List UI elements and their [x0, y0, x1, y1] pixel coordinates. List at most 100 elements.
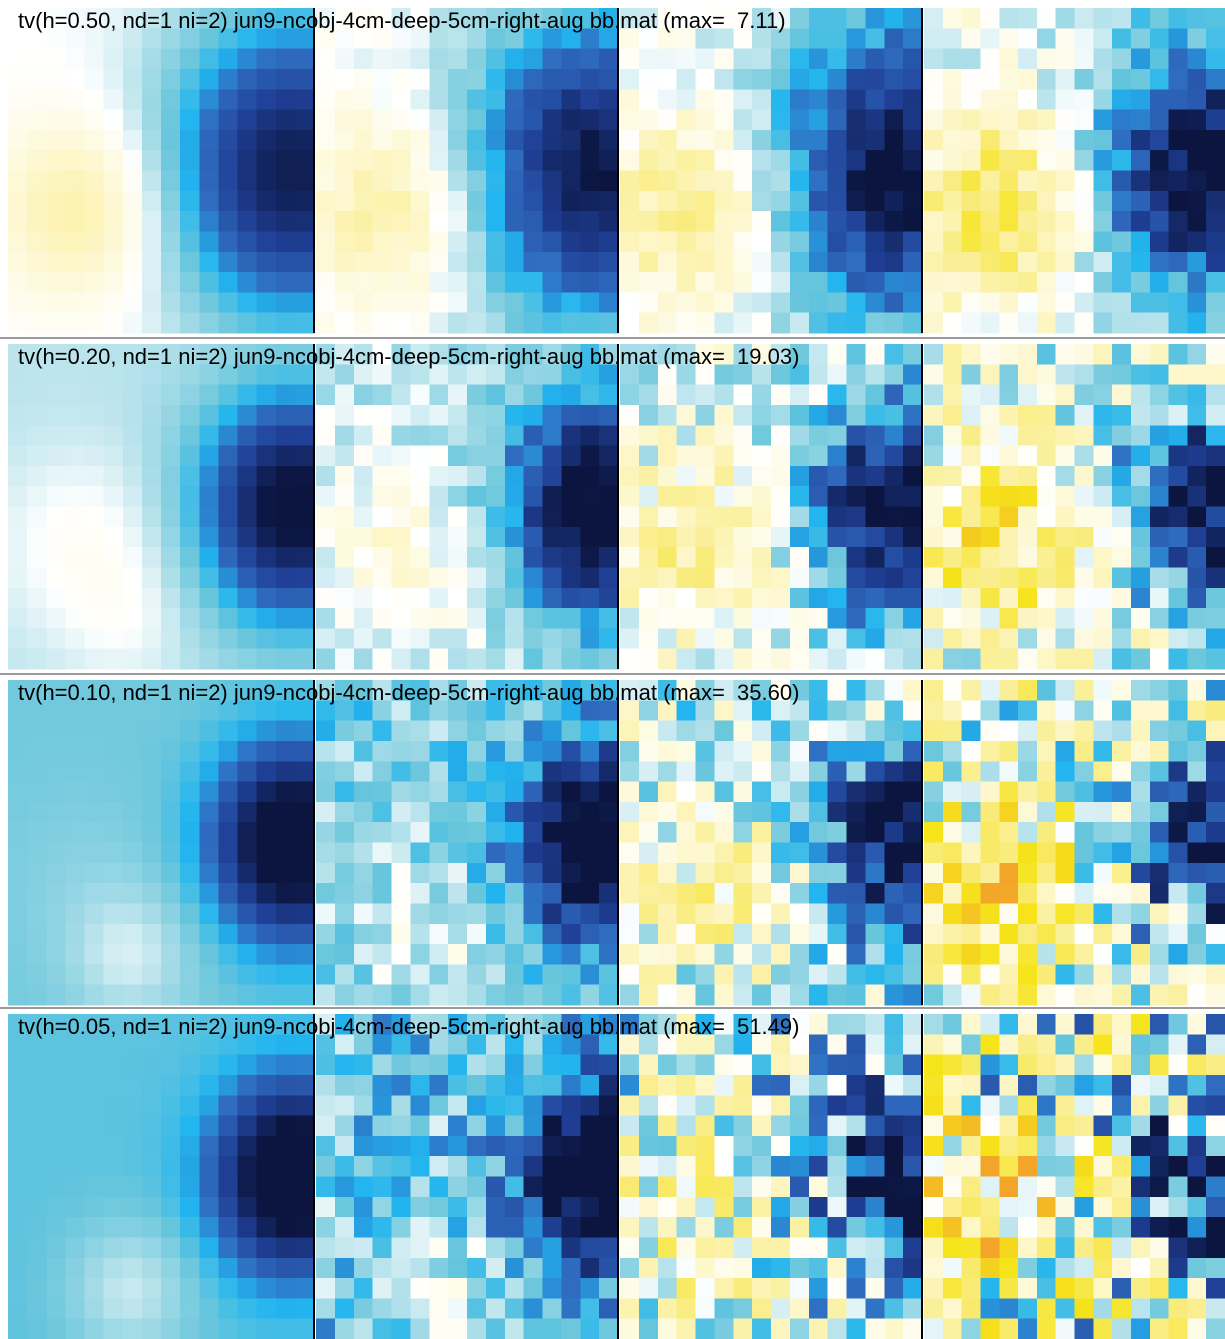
- pixel: [1018, 1278, 1037, 1299]
- pixel: [85, 130, 105, 151]
- pixel: [180, 883, 200, 904]
- pixel: [884, 313, 903, 334]
- pixel: [410, 1319, 429, 1339]
- pixel: [448, 721, 467, 742]
- pixel: [999, 364, 1018, 385]
- pixel: [924, 843, 943, 864]
- pixel: [543, 171, 562, 192]
- pixel: [295, 1237, 315, 1258]
- pixel: [962, 700, 981, 721]
- pixel: [943, 1197, 962, 1218]
- pixel: [8, 49, 28, 70]
- pixel: [1187, 28, 1206, 49]
- pixel: [962, 150, 981, 171]
- pixel: [980, 608, 999, 629]
- pixel: [999, 761, 1018, 782]
- pixel: [714, 527, 733, 548]
- pixel: [218, 466, 238, 487]
- pixel: [999, 89, 1018, 110]
- pixel: [123, 1258, 143, 1279]
- pixel: [142, 1136, 162, 1157]
- pixel: [142, 191, 162, 212]
- pixel: [467, 588, 486, 609]
- pixel: [714, 49, 733, 70]
- pixel: [180, 211, 200, 232]
- pixel: [620, 964, 639, 985]
- pixel: [696, 49, 715, 70]
- pixel: [238, 547, 258, 568]
- pixel: [658, 313, 677, 334]
- pixel: [161, 588, 181, 609]
- pixel: [903, 69, 922, 90]
- pixel: [1187, 446, 1206, 467]
- pixel: [1112, 1116, 1131, 1137]
- pixel: [27, 1258, 47, 1279]
- pixel: [790, 1319, 809, 1339]
- pixel: [123, 110, 143, 131]
- pixel: [962, 883, 981, 904]
- pixel: [199, 924, 219, 945]
- pixel: [620, 944, 639, 965]
- pixel: [1093, 680, 1112, 701]
- pixel: [752, 1258, 771, 1279]
- pixel: [276, 171, 296, 192]
- pixel: [354, 1177, 373, 1198]
- pixel: [410, 89, 429, 110]
- pixel: [335, 1095, 354, 1116]
- pixel: [486, 313, 505, 334]
- pixel: [790, 1055, 809, 1076]
- pixel: [1018, 364, 1037, 385]
- pixel: [276, 1156, 296, 1177]
- pixel: [467, 741, 486, 762]
- pixel: [1093, 863, 1112, 884]
- pixel: [677, 507, 696, 528]
- pixel: [8, 171, 28, 192]
- pixel: [257, 49, 277, 70]
- pixel: [980, 628, 999, 649]
- pixel: [999, 802, 1018, 823]
- pixel: [335, 628, 354, 649]
- pixel: [1037, 1014, 1056, 1035]
- pixel: [218, 1237, 238, 1258]
- pixel: [924, 292, 943, 313]
- pixel: [1187, 89, 1206, 110]
- pixel: [524, 1298, 543, 1319]
- pixel: [658, 761, 677, 782]
- pixel: [123, 782, 143, 803]
- pixel: [809, 191, 828, 212]
- pixel: [1206, 843, 1225, 864]
- pixel: [943, 1258, 962, 1279]
- pixel: [505, 89, 524, 110]
- pixel: [1056, 964, 1075, 985]
- pixel: [448, 150, 467, 171]
- pixel: [1056, 8, 1075, 29]
- pixel: [999, 110, 1018, 131]
- pixel: [620, 1075, 639, 1096]
- pixel: [218, 527, 238, 548]
- pixel: [677, 89, 696, 110]
- pixel: [238, 425, 258, 446]
- pixel: [335, 843, 354, 864]
- pixel: [696, 802, 715, 823]
- pixel: [335, 802, 354, 823]
- pixel: [677, 822, 696, 843]
- pixel: [238, 761, 258, 782]
- pixel: [1187, 567, 1206, 588]
- pixel: [524, 191, 543, 212]
- pixel: [180, 191, 200, 212]
- pixel: [620, 802, 639, 823]
- pixel: [295, 1075, 315, 1096]
- pixel: [733, 89, 752, 110]
- pixel: [27, 903, 47, 924]
- pixel: [980, 130, 999, 151]
- pixel: [847, 150, 866, 171]
- pixel: [392, 1075, 411, 1096]
- pixel: [639, 405, 658, 426]
- pixel: [1150, 1258, 1169, 1279]
- pixel: [8, 425, 28, 446]
- pixel: [1112, 1197, 1131, 1218]
- pixel: [903, 547, 922, 568]
- pixel: [448, 588, 467, 609]
- pixel: [752, 863, 771, 884]
- pixel: [999, 425, 1018, 446]
